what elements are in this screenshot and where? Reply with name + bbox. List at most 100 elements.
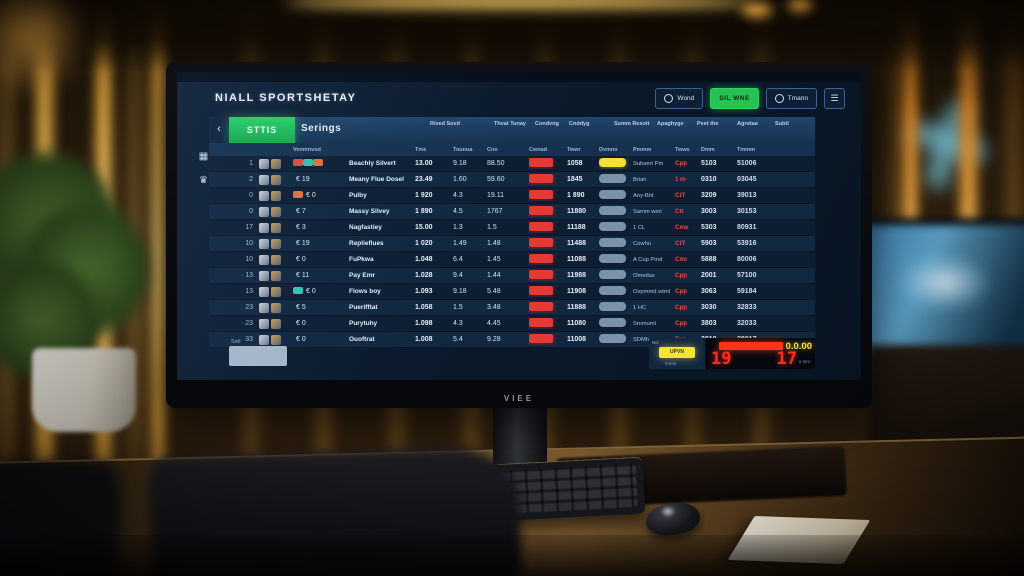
table-body: 1 Beachly Silvert 13.00 9.18 88.50 1058 …	[209, 156, 815, 348]
odds-4[interactable]: 1058	[567, 160, 583, 167]
row-number: 10	[245, 240, 253, 247]
red-badge-cell	[529, 158, 567, 169]
status-pill	[599, 190, 626, 199]
red-badge-cell	[529, 270, 567, 281]
scoreboard-amount: 0.0.00	[785, 341, 812, 352]
odds-3[interactable]: 1.48	[487, 240, 501, 247]
odds-3[interactable]: 5.48	[487, 288, 501, 295]
status-pill	[599, 222, 626, 231]
odds-1[interactable]: 1 920	[415, 192, 433, 199]
odds-3[interactable]: 4.45	[487, 320, 501, 327]
odds-1[interactable]: 1.098	[415, 320, 433, 327]
value-2: 80931	[737, 224, 757, 231]
table-row[interactable]: 0 € 7 Massy Silvey 1 890 4.5 1767 11880 …	[209, 204, 815, 220]
table-row[interactable]: 10 € 19 Replieflues 1 020 1.49 1.48 1148…	[209, 236, 815, 252]
odds-3[interactable]: 1.44	[487, 272, 501, 279]
odds-4[interactable]: 11008	[567, 336, 587, 343]
red-badge	[529, 318, 553, 327]
odds-2[interactable]: 4.3	[453, 192, 463, 199]
subheader-cell: Tme	[415, 146, 427, 153]
odds-2[interactable]: 9.18	[453, 288, 467, 295]
odds-1[interactable]: 1.058	[415, 304, 433, 311]
odds-1[interactable]: 15.00	[415, 224, 433, 231]
odds-3[interactable]: 88.50	[487, 160, 505, 167]
odds-2[interactable]: 1.5	[453, 304, 463, 311]
odds-2[interactable]: 1.3	[453, 224, 463, 231]
odds-1[interactable]: 1.008	[415, 336, 433, 343]
plant-pot	[32, 348, 136, 432]
odds-4[interactable]: 11188	[567, 224, 586, 231]
odds-4[interactable]: 11080	[567, 320, 587, 327]
table-row[interactable]: 10 € 0 FuPkwa 1.048 6.4 1.45 11088 A Cup…	[209, 252, 815, 268]
odds-3[interactable]: 59.60	[487, 176, 505, 183]
stake-value: € 19	[296, 176, 310, 183]
table-row[interactable]: 0 € 0 Pulby 1 920 4.3 19.11 1 890 Any-Bh…	[209, 188, 815, 204]
account-button[interactable]: Wond	[655, 88, 704, 109]
odds-4[interactable]: 11488	[567, 240, 587, 247]
stake-cell: € 19	[293, 240, 349, 247]
odds-2[interactable]: 1.60	[453, 176, 467, 183]
odds-2[interactable]: 5.4	[453, 336, 463, 343]
odds-1[interactable]: 1 890	[415, 208, 433, 215]
stake-value: € 0	[306, 288, 316, 295]
team-logo	[271, 174, 281, 185]
value-2: 80006	[737, 256, 757, 263]
team-logo	[271, 190, 281, 201]
menu-button[interactable]: ☰	[824, 88, 845, 109]
odds-1[interactable]: 1.093	[415, 288, 433, 295]
sports-button[interactable]: STTIS	[229, 117, 295, 143]
odds-2[interactable]: 4.3	[453, 320, 463, 327]
odds-1[interactable]: 13.00	[415, 160, 433, 167]
value-1: 5103	[701, 160, 717, 167]
table-row[interactable]: · 23 € 0 Purytuhy 1.098 4.3 4.45 11080 S…	[209, 316, 815, 332]
odds-3[interactable]: 1.5	[487, 224, 497, 231]
team-thumbnails	[259, 238, 293, 249]
odds-3[interactable]: 1.45	[487, 256, 501, 263]
event-name: Purytuhy	[349, 320, 378, 327]
team-logo	[259, 174, 269, 185]
signin-button[interactable]: SIL WNE	[710, 88, 759, 109]
odds-1[interactable]: 1.028	[415, 272, 433, 279]
odds-4[interactable]: 11088	[567, 256, 587, 263]
odds-4[interactable]: 11908	[567, 288, 587, 295]
betting-panel: ‹ STTIS Serings Rived Sovd Thvat Tunay C…	[209, 117, 815, 369]
odds-2[interactable]: 1.49	[453, 240, 467, 247]
odds-2[interactable]: 4.5	[453, 208, 463, 215]
status-pill	[599, 206, 626, 215]
scoreboard-sub-label: mmm	[665, 361, 677, 366]
deposit-button[interactable]: Tmann	[765, 88, 817, 109]
odds-3[interactable]: 3.48	[487, 304, 501, 311]
off-flag: Cpp	[675, 320, 688, 327]
odds-4[interactable]: 1 890	[567, 192, 585, 199]
odds-3[interactable]: 19.11	[487, 192, 504, 199]
pagination-box[interactable]	[229, 346, 287, 366]
table-row[interactable]: 1 Beachly Silvert 13.00 9.18 88.50 1058 …	[209, 156, 815, 172]
table-row[interactable]: 17 € 3 Nagfastiey 15.00 1.3 1.5 11188 1 …	[209, 220, 815, 236]
odds-2[interactable]: 9.18	[453, 160, 467, 167]
event-name: Flows boy	[349, 288, 381, 295]
stake-value: € 11	[296, 272, 310, 279]
stake-value: € 7	[296, 208, 306, 215]
table-row[interactable]: 13 € 0 Flows boy 1.093 9.18 5.48 11908 O…	[209, 284, 815, 300]
team-logo	[271, 206, 281, 217]
odds-2[interactable]: 9.4	[453, 272, 463, 279]
table-row[interactable]: 23 € 5 Puerifftat 1.058 1.5 3.48 11888 1…	[209, 300, 815, 316]
odds-1[interactable]: 23.49	[415, 176, 433, 183]
team-logo	[271, 158, 281, 169]
odds-4[interactable]: 1845	[567, 176, 583, 183]
value-1: 2001	[701, 272, 717, 279]
odds-3[interactable]: 9.28	[487, 336, 501, 343]
live-badge: UPVN	[659, 347, 695, 358]
odds-1[interactable]: 1.048	[415, 256, 433, 263]
table-row[interactable]: 2 € 19 Meany Flue Dosel 23.49 1.60 59.60…	[209, 172, 815, 188]
odds-3[interactable]: 1767	[487, 208, 503, 215]
odds-4[interactable]: 11888	[567, 304, 587, 311]
odds-4[interactable]: 11880	[567, 208, 587, 215]
odds-1[interactable]: 1 020	[415, 240, 433, 247]
back-button[interactable]: ‹	[209, 117, 229, 143]
odds-2[interactable]: 6.4	[453, 256, 463, 263]
table-row[interactable]: · 13 € 11 Pay Emr 1.028 9.4 1.44 11988 O…	[209, 268, 815, 284]
odds-4[interactable]: 11988	[567, 272, 587, 279]
status-pill	[599, 238, 626, 247]
